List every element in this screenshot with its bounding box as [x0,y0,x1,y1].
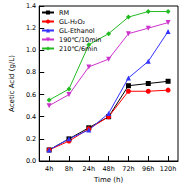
svg-text:120h: 120h [160,165,177,173]
svg-text:Acetic Acid (g/L): Acetic Acid (g/L) [8,55,16,112]
svg-text:96h: 96h [142,165,154,173]
svg-text:190℃/10min: 190℃/10min [59,36,101,44]
svg-text:0.4: 0.4 [26,113,36,121]
svg-text:GL-H₂O₂: GL-H₂O₂ [59,18,85,26]
svg-text:210℃/6min: 210℃/6min [59,45,97,53]
svg-text:48h: 48h [102,165,114,173]
svg-text:1.2: 1.2 [26,24,36,32]
svg-text:GL-Ethanol: GL-Ethanol [59,27,95,35]
svg-text:Time (h): Time (h) [93,176,124,184]
svg-text:0.0: 0.0 [26,157,36,165]
svg-text:72h: 72h [122,165,134,173]
svg-text:24h: 24h [83,165,95,173]
svg-text:RM: RM [59,9,69,17]
svg-text:0.6: 0.6 [26,91,36,99]
svg-text:1.4: 1.4 [26,2,36,10]
svg-text:4h: 4h [45,165,53,173]
svg-text:1.0: 1.0 [26,46,36,54]
svg-text:0.2: 0.2 [26,135,36,143]
svg-text:8h: 8h [65,165,73,173]
svg-text:0.8: 0.8 [26,68,36,76]
